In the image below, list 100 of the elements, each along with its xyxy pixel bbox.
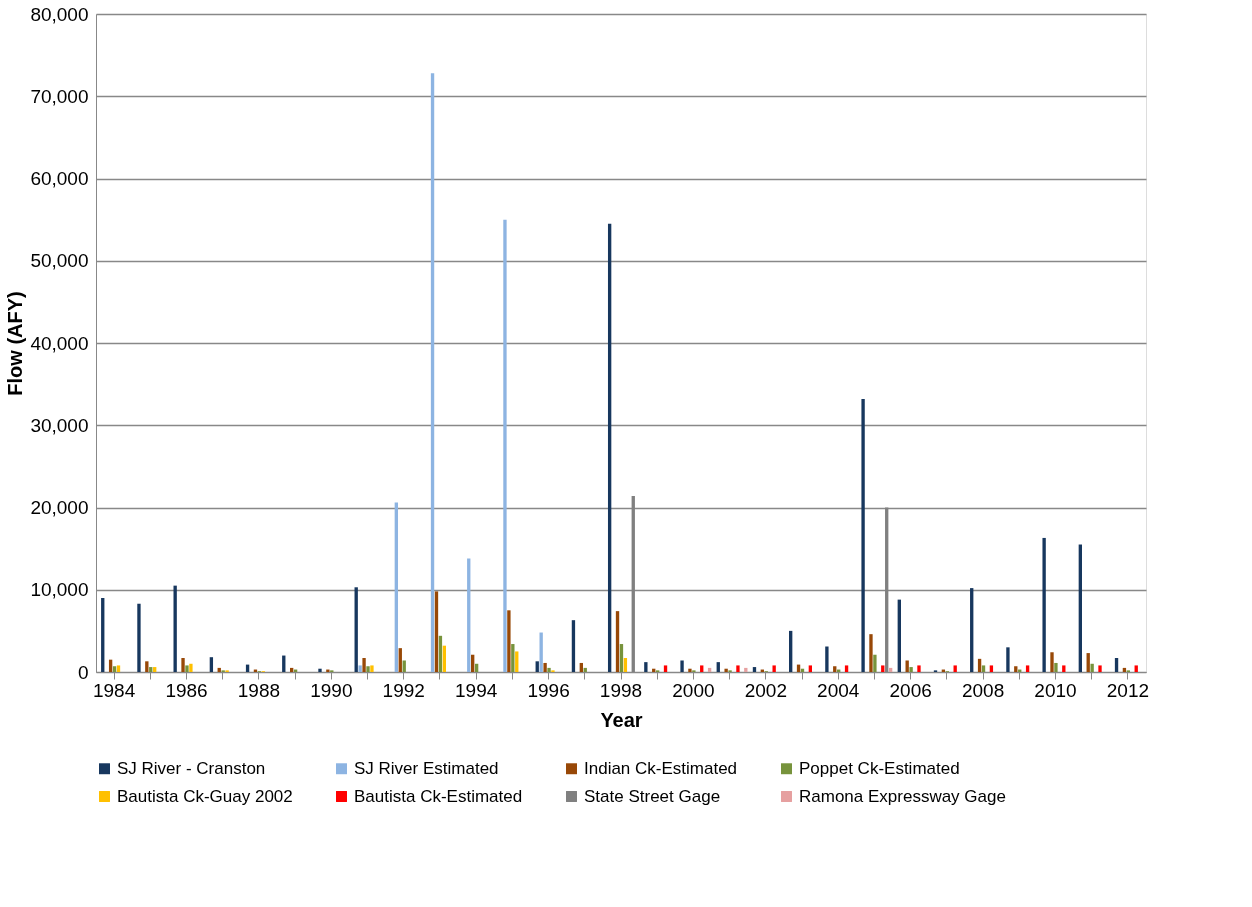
x-tick-label: 2012 (1106, 679, 1150, 701)
bar (511, 644, 515, 672)
bar (1054, 662, 1058, 672)
legend-label: Bautista Ck-Guay 2002 (117, 786, 293, 806)
bar (543, 662, 547, 672)
bar (844, 665, 849, 672)
bar (905, 660, 909, 672)
legend-label: Ramona Expressway Gage (799, 786, 1006, 806)
x-tick-label: 1996 (527, 679, 570, 701)
bar (370, 665, 374, 672)
bar (833, 666, 837, 672)
bar (358, 665, 362, 672)
bar (1090, 663, 1094, 672)
bar (861, 398, 865, 672)
bar (970, 588, 974, 672)
bar (503, 219, 507, 672)
bar (825, 646, 829, 672)
bar (189, 663, 193, 672)
bar (467, 558, 471, 672)
y-tick-label: 70,000 (30, 85, 89, 107)
bar (116, 665, 121, 672)
bar (1014, 666, 1018, 672)
bar (137, 603, 141, 672)
legend-label: Bautista Ck-Estimated (354, 786, 523, 806)
bar (366, 666, 370, 672)
bar (402, 660, 406, 672)
x-tick-label: 1986 (165, 679, 208, 701)
bar (663, 665, 668, 672)
bar (209, 657, 214, 672)
y-tick-label: 20,000 (30, 497, 89, 518)
bar (680, 660, 684, 672)
bar (1006, 647, 1010, 672)
bar (112, 666, 117, 672)
bar (181, 658, 185, 672)
bar (917, 665, 921, 672)
bar (173, 585, 177, 672)
bar (434, 591, 439, 672)
bar (1042, 537, 1046, 672)
y-tick-label: 40,000 (30, 332, 89, 354)
x-tick-label: 2000 (672, 679, 715, 701)
bar (326, 669, 330, 672)
bar (688, 668, 692, 672)
x-tick-label: 2010 (1034, 679, 1077, 701)
bar (1025, 665, 1030, 672)
legend-label: SJ River Estimated (354, 758, 499, 778)
y-tick-label: 0 (77, 661, 89, 683)
bar (736, 665, 740, 672)
bar (430, 73, 435, 672)
legend-label: State Street Gage (584, 786, 721, 806)
bar (535, 661, 539, 672)
bar (354, 587, 358, 672)
x-tick-label: 1998 (599, 679, 643, 701)
bar (881, 665, 885, 672)
bar (539, 632, 543, 672)
x-tick-label: 1990 (310, 679, 353, 701)
bar (909, 667, 913, 672)
bar (808, 665, 813, 672)
bar (1062, 665, 1066, 672)
bar (615, 611, 620, 672)
bar (981, 665, 986, 672)
bar (101, 597, 105, 672)
bar (607, 223, 612, 672)
x-tick-label: 2002 (744, 679, 787, 701)
y-tick-label: 60,000 (30, 168, 89, 189)
x-tick-label: 1984 (92, 679, 136, 701)
y-tick-label: 30,000 (30, 414, 89, 436)
bar (716, 662, 720, 672)
bar (1086, 653, 1090, 672)
x-tick-label: 1994 (455, 679, 498, 701)
bar (772, 665, 776, 672)
y-tick-label: 10,000 (30, 579, 89, 601)
bar (318, 668, 322, 672)
legend-label: SJ River - Cranston (117, 758, 266, 778)
bar (644, 662, 648, 672)
bar (1134, 665, 1138, 672)
bar (185, 665, 189, 672)
x-tick-label: 1988 (237, 679, 281, 701)
bar (579, 662, 583, 672)
y-axis-title: Flow (AFY) (4, 291, 27, 396)
bar (145, 661, 149, 672)
bar (873, 654, 877, 672)
bar (700, 665, 704, 672)
x-axis-title: Year (600, 708, 643, 731)
bar (398, 648, 402, 672)
bar (507, 610, 511, 672)
bar (1050, 652, 1054, 672)
legend-label: Poppet Ck-Estimated (799, 758, 960, 778)
legend-label: Indian Ck-Estimated (584, 758, 738, 778)
x-tick-label: 2004 (817, 679, 860, 701)
bar (362, 658, 366, 672)
bar (515, 651, 519, 672)
x-tick-label: 1992 (382, 679, 425, 701)
y-tick-label: 80,000 (30, 3, 89, 25)
bar (724, 668, 728, 672)
bar (1098, 665, 1102, 672)
y-tick-label: 50,000 (30, 250, 89, 272)
x-tick-label: 2006 (889, 679, 932, 701)
bar (989, 665, 994, 672)
x-tick-label: 2008 (961, 679, 1005, 701)
bar (547, 667, 551, 672)
